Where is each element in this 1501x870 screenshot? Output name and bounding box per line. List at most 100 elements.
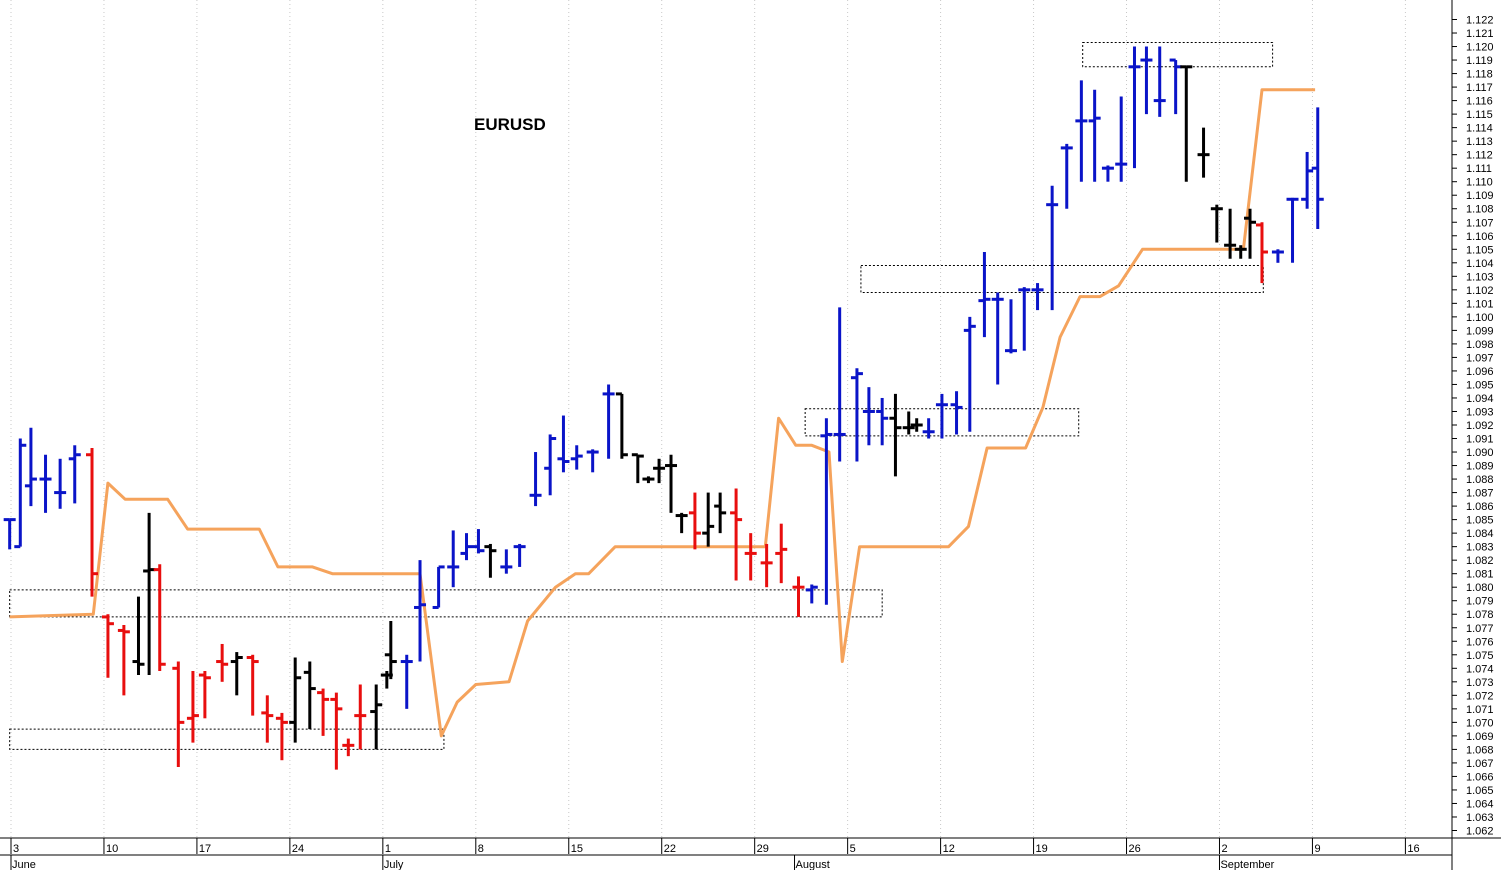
ohlc-bar [117,625,130,696]
ohlc-bar [1301,151,1314,209]
series-line [9,88,1316,738]
ohlc-bar [354,684,367,750]
ohlc-bar [500,549,513,574]
y-tick-label: 1.082 [1466,555,1494,567]
ohlc-bar [289,657,302,743]
y-tick-label: 1.091 [1466,434,1494,446]
y-tick-label: 1.074 [1466,663,1494,675]
ohlc-bar [275,712,288,761]
y-tick-label: 1.118 [1466,69,1493,81]
ohlc-bar [775,523,788,584]
ohlc-bar [230,652,243,696]
y-tick-label: 1.120 [1466,42,1494,54]
ohlc-bar [1224,208,1237,259]
y-tick-label: 1.066 [1466,771,1494,783]
ohlc-bar [653,458,666,484]
x-tick-label: 1 [385,843,391,855]
ohlc-bar [1244,208,1257,259]
y-tick-label: 1.098 [1466,339,1494,351]
y-tick-label: 1.072 [1466,690,1494,702]
ohlc-bar [24,427,37,507]
y-tick-label: 1.121 [1466,28,1494,40]
y-tick-label: 1.080 [1466,582,1494,594]
ohlc-bar [833,307,846,462]
ohlc-bar [68,445,81,504]
y-tick-label: 1.101 [1466,298,1494,310]
y-tick-label: 1.081 [1466,569,1494,581]
zone-box [9,728,445,750]
ohlc-bar [198,671,211,719]
ohlc-bar [1060,143,1073,209]
x-tick-label: 12 [943,843,955,855]
y-tick-label: 1.116 [1466,96,1493,108]
x-tick-label: 5 [850,843,856,855]
month-label: July [384,859,404,870]
y-tick-label: 1.078 [1466,609,1494,621]
x-tick-label: 19 [1036,843,1048,855]
y-tick-label: 1.110 [1466,177,1493,189]
x-tick-label: 9 [1314,843,1320,855]
ohlc-bar [484,543,497,578]
y-tick-label: 1.062 [1466,826,1494,838]
y-tick-label: 1.106 [1466,231,1494,243]
ohlc-bar [557,415,570,473]
y-tick-label: 1.115 [1466,109,1493,121]
ohlc-bar [1018,287,1031,351]
y-tick-label: 1.064 [1466,798,1494,810]
price-bars [3,46,1324,770]
y-tick-label: 1.070 [1466,717,1494,729]
ohlc-bar [544,434,557,496]
ohlc-bar [414,560,427,662]
ohlc-bar [910,418,923,432]
ohlc-bar [978,251,991,338]
x-tick-label: 24 [292,843,304,855]
x-tick-label: 10 [106,843,118,855]
y-tick-label: 1.093 [1466,406,1494,418]
y-tick-label: 1.103 [1466,271,1494,283]
zone-box [860,265,1264,294]
ohlc-bar [850,368,863,462]
x-tick-label: 3 [13,843,19,855]
ohlc-bar [889,393,902,477]
y-tick-label: 1.073 [1466,677,1494,689]
month-label: June [12,859,36,870]
y-tick-label: 1.087 [1466,488,1494,500]
ohlc-bar [400,654,413,709]
ohlc-bar [935,393,948,439]
ohlc-bar [665,454,678,513]
y-tick-label: 1.117 [1466,82,1493,94]
ohlc-bar [902,411,915,435]
y-tick-label: 1.095 [1466,379,1494,391]
ohlc-bar [460,533,473,561]
y-tick-label: 1.088 [1466,474,1494,486]
ohlc-bar [370,684,383,750]
ohlc-bar [805,584,818,604]
y-tick-label: 1.089 [1466,461,1494,473]
y-tick-label: 1.119 [1466,55,1493,67]
y-tick-label: 1.075 [1466,650,1494,662]
y-tick-label: 1.068 [1466,744,1494,756]
ohlc-bar [132,596,145,676]
ohlc-bar [1075,80,1088,182]
ohlc-bar [1255,222,1268,284]
y-tick-label: 1.099 [1466,325,1494,337]
ohlc-bar [513,543,526,567]
ohlc-bar [342,738,355,757]
ohlc-bar [876,397,889,446]
x-tick-label: 15 [571,843,583,855]
x-tick-label: 8 [478,843,484,855]
ohlc-bar [631,453,644,484]
y-tick-label: 1.111 [1466,163,1492,175]
y-tick-label: 1.108 [1466,204,1494,216]
ohlc-bar [261,695,274,743]
y-tick-label: 1.079 [1466,596,1494,608]
ohlc-bar [1286,197,1299,263]
ohlc-bar [1197,127,1210,178]
y-tick-label: 1.069 [1466,731,1494,743]
month-label: September [1220,859,1274,870]
y-tick-label: 1.097 [1466,352,1494,364]
ohlc-bar [602,384,615,459]
x-tick-label: 16 [1407,843,1419,855]
